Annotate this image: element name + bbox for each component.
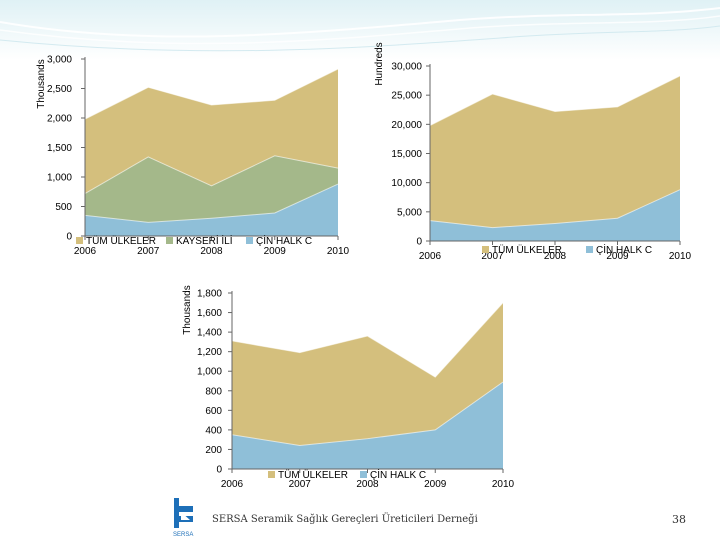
x-tick-label: 2009 [424, 479, 447, 490]
area-edge-series-2 [429, 189, 681, 229]
y-axis-label: Thousands [182, 285, 193, 334]
legend-label: ÇİN HALK C [370, 468, 426, 481]
legend-label: ÇİN HALK C [256, 234, 312, 247]
area-edge-series-2 [84, 155, 339, 194]
y-tick-label: 1,400 [197, 328, 222, 339]
y-tick-label: 800 [205, 386, 222, 397]
footer-text: SERSA Seramik Sağlık Gereçleri Üreticile… [212, 514, 478, 525]
page-number: 38 [672, 513, 686, 526]
area-edge-series-2 [231, 381, 504, 447]
legend-swatch [482, 246, 489, 253]
legend-swatch [360, 471, 367, 478]
legend-label: KAYSERİ İLİ [176, 234, 233, 247]
y-tick-label: 1,600 [197, 308, 222, 319]
y-tick-label: 1,500 [47, 143, 72, 154]
header-swirl-decoration [0, 7, 720, 52]
y-tick-label: 25,000 [391, 91, 422, 102]
legend-label: ÇİN HALK C [596, 243, 652, 256]
x-tick-label: 2007 [137, 246, 160, 257]
y-tick-label: 15,000 [391, 149, 422, 160]
area-series-3 [85, 184, 338, 236]
x-tick-label: 2010 [492, 479, 515, 490]
area-edge-series-3 [84, 183, 339, 223]
legend-swatch [76, 237, 83, 244]
y-axis-label: Thousands [36, 59, 47, 108]
y-tick-label: 0 [66, 232, 72, 243]
y-axis-label: Hundreds [374, 42, 385, 85]
area-edge-series-1 [231, 302, 504, 378]
x-tick-label: 2007 [289, 479, 312, 490]
legend-swatch [586, 246, 593, 253]
x-tick-label: 2008 [200, 246, 223, 257]
y-tick-label: 2,000 [47, 114, 72, 125]
x-tick-label: 2007 [481, 251, 504, 262]
x-tick-label: 2010 [327, 246, 350, 257]
x-tick-label: 2008 [356, 479, 379, 490]
y-tick-label: 1,000 [47, 173, 72, 184]
legend-label: TÜM ÜLKELER [278, 469, 348, 481]
y-tick-label: 0 [216, 465, 222, 476]
y-tick-label: 600 [205, 406, 222, 417]
y-tick-label: 5,000 [397, 207, 422, 218]
x-tick-label: 2006 [74, 246, 97, 257]
area-series-2 [430, 189, 680, 241]
x-tick-label: 2006 [221, 479, 244, 490]
x-tick-label: 2009 [606, 251, 629, 262]
area-series-2 [232, 381, 503, 469]
y-tick-label: 1,000 [197, 367, 222, 378]
legend-swatch [166, 237, 173, 244]
y-tick-label: 2,500 [47, 84, 72, 95]
sersa-logo: SERSA [173, 498, 193, 538]
area-series-1 [430, 75, 680, 242]
y-tick-label: 0 [416, 237, 422, 248]
x-tick-label: 2009 [264, 246, 287, 257]
y-tick-label: 400 [205, 425, 222, 436]
svg-text:SERSA: SERSA [173, 532, 193, 538]
y-tick-label: 500 [55, 202, 72, 213]
y-tick-label: 10,000 [391, 178, 422, 189]
legend-swatch [246, 237, 253, 244]
area-edge-series-1 [429, 75, 681, 126]
x-tick-label: 2010 [669, 251, 692, 262]
y-tick-label: 200 [205, 445, 222, 456]
x-tick-label: 2006 [419, 251, 442, 262]
y-tick-label: 1,200 [197, 347, 222, 358]
legend-label: TÜM ÜLKELER [492, 244, 562, 256]
y-tick-label: 30,000 [391, 62, 422, 73]
area-edge-series-1 [84, 68, 339, 120]
legend-swatch [268, 471, 275, 478]
y-tick-label: 20,000 [391, 120, 422, 131]
area-series-1 [232, 302, 503, 469]
y-tick-label: 1,800 [197, 289, 222, 300]
y-tick-label: 3,000 [47, 55, 72, 66]
x-tick-label: 2008 [544, 251, 567, 262]
legend-label: TÜM ÜLKELER [86, 235, 156, 247]
